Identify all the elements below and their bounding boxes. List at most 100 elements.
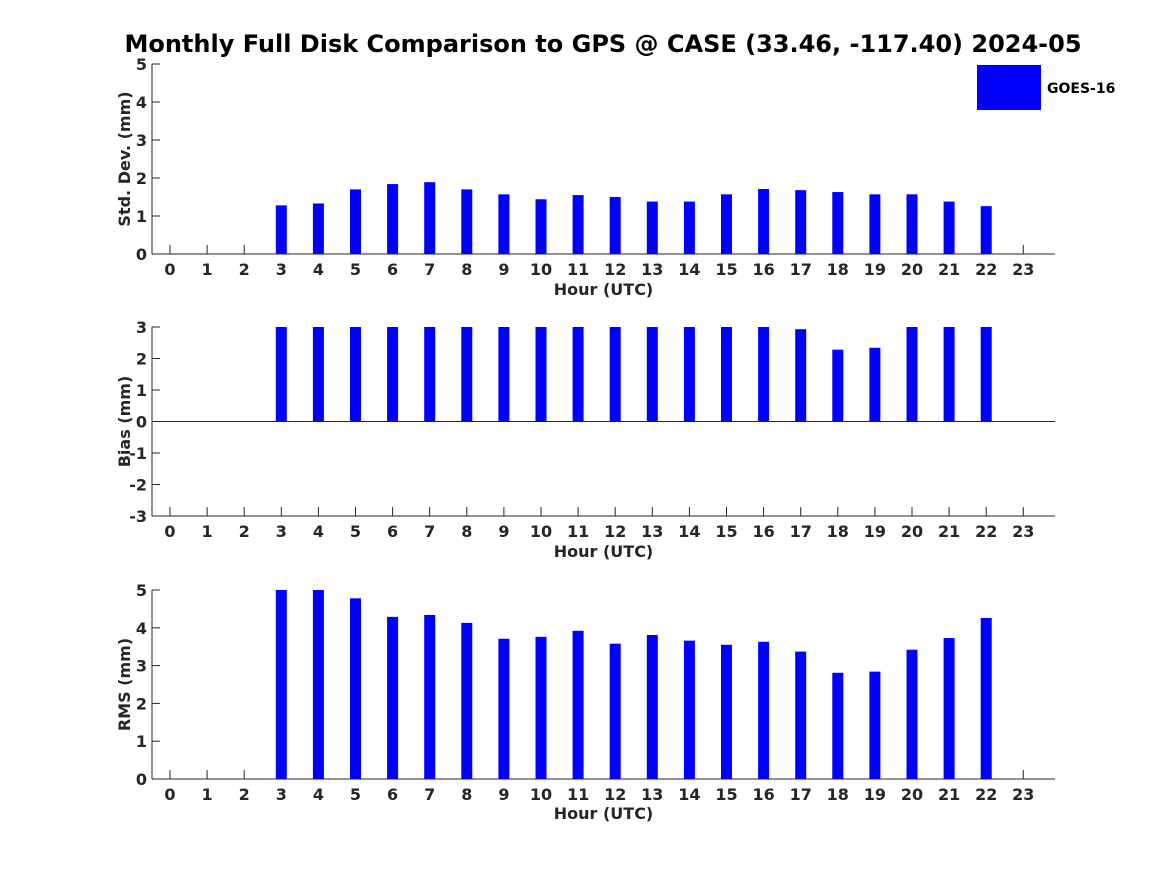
bar-hour-13 [646,327,658,422]
x-tick-label: 13 [641,522,663,541]
bar-hour-16 [758,327,770,422]
x-tick-label: 6 [387,260,398,279]
x-tick-label: 13 [641,785,663,804]
x-tick-label: 2 [239,522,250,541]
x-tick-label: 16 [752,522,774,541]
x-tick-label: 19 [864,260,886,279]
x-tick-label: 6 [387,785,398,804]
bar-hour-4 [312,203,324,254]
chart-title: Monthly Full Disk Comparison to GPS @ CA… [124,30,1081,58]
bar-hour-5 [350,327,361,422]
bar-hour-3 [275,205,287,254]
y-tick-label: 3 [136,318,147,337]
bar-hour-5 [350,598,361,779]
bar-hour-11 [572,630,584,779]
x-tick-label: 0 [164,260,175,279]
bar-hour-20 [906,327,918,422]
y-axis-label: Std. Dev. (mm) [115,91,134,226]
bar-hour-12 [609,643,621,779]
x-tick-label: 7 [424,260,435,279]
x-tick-label: 8 [461,522,472,541]
x-tick-label: 21 [938,260,960,279]
y-axis-label: RMS (mm) [115,638,134,731]
y-tick-label: -1 [129,444,147,463]
x-axis-label: Hour (UTC) [554,280,654,299]
y-axis-label: Bias (mm) [115,376,134,468]
y-tick-label: 0 [136,770,147,789]
bar-hour-19 [869,671,881,779]
bar-hour-9 [498,327,510,422]
bar-hour-18 [832,192,844,254]
x-tick-label: 9 [498,522,509,541]
y-tick-label: 0 [136,245,147,264]
x-tick-label: 9 [498,260,509,279]
bar-hour-6 [387,616,399,779]
x-tick-label: 23 [1012,260,1034,279]
x-tick-label: 19 [864,785,886,804]
y-tick-label: 3 [136,657,147,676]
x-tick-label: 5 [350,785,361,804]
x-tick-label: 8 [461,260,472,279]
x-tick-label: 22 [975,260,997,279]
bar-hour-20 [906,194,918,254]
y-tick-label: 1 [136,732,147,751]
bar-hour-19 [869,347,881,422]
x-tick-label: 17 [790,522,812,541]
x-tick-label: 3 [276,785,287,804]
bar-hour-4 [312,590,324,779]
x-tick-label: 20 [901,522,923,541]
x-tick-label: 5 [350,522,361,541]
y-tick-label: -2 [129,476,147,495]
x-tick-label: 0 [164,522,175,541]
bar-hour-4 [312,327,324,422]
x-tick-label: 18 [827,260,849,279]
bar-hour-9 [498,638,510,779]
y-tick-label: 4 [136,93,147,112]
x-tick-label: 1 [202,785,213,804]
bar-hour-20 [906,649,918,779]
x-tick-label: 12 [604,260,626,279]
x-tick-label: 17 [790,260,812,279]
x-axis-label: Hour (UTC) [554,804,654,823]
x-tick-label: 11 [567,260,589,279]
bar-hour-17 [795,190,807,254]
x-tick-label: 10 [530,522,552,541]
y-tick-label: 2 [136,694,147,713]
bar-hour-7 [424,182,436,254]
x-tick-label: 4 [313,522,324,541]
bar-hour-8 [461,622,473,779]
bar-hour-17 [795,651,807,779]
y-tick-label: 4 [136,619,147,638]
bar-hour-11 [572,327,584,422]
x-tick-label: 0 [164,785,175,804]
bar-hour-9 [498,194,510,254]
y-tick-label: 2 [136,169,147,188]
y-tick-label: 5 [136,55,147,74]
x-tick-label: 15 [715,522,737,541]
x-tick-label: 1 [202,260,213,279]
bar-hour-12 [609,197,621,254]
x-tick-label: 4 [313,785,324,804]
x-tick-label: 3 [276,260,287,279]
bar-hour-7 [424,614,436,779]
x-tick-label: 21 [938,522,960,541]
x-tick-label: 22 [975,522,997,541]
legend-label: GOES-16 [1047,81,1115,97]
y-tick-label: 1 [136,207,147,226]
y-tick-label: 3 [136,131,147,150]
legend-swatch [977,65,1041,110]
bar-hour-18 [832,349,844,422]
x-tick-label: 8 [461,785,472,804]
bar-hour-5 [350,189,361,254]
x-tick-label: 14 [678,260,700,279]
x-tick-label: 7 [424,522,435,541]
x-tick-label: 18 [827,522,849,541]
x-tick-label: 14 [678,785,700,804]
x-tick-label: 2 [239,260,250,279]
x-tick-label: 10 [530,785,552,804]
bar-hour-8 [461,327,473,422]
bar-hour-14 [683,640,695,779]
x-tick-label: 1 [202,522,213,541]
y-tick-label: 1 [136,381,147,400]
